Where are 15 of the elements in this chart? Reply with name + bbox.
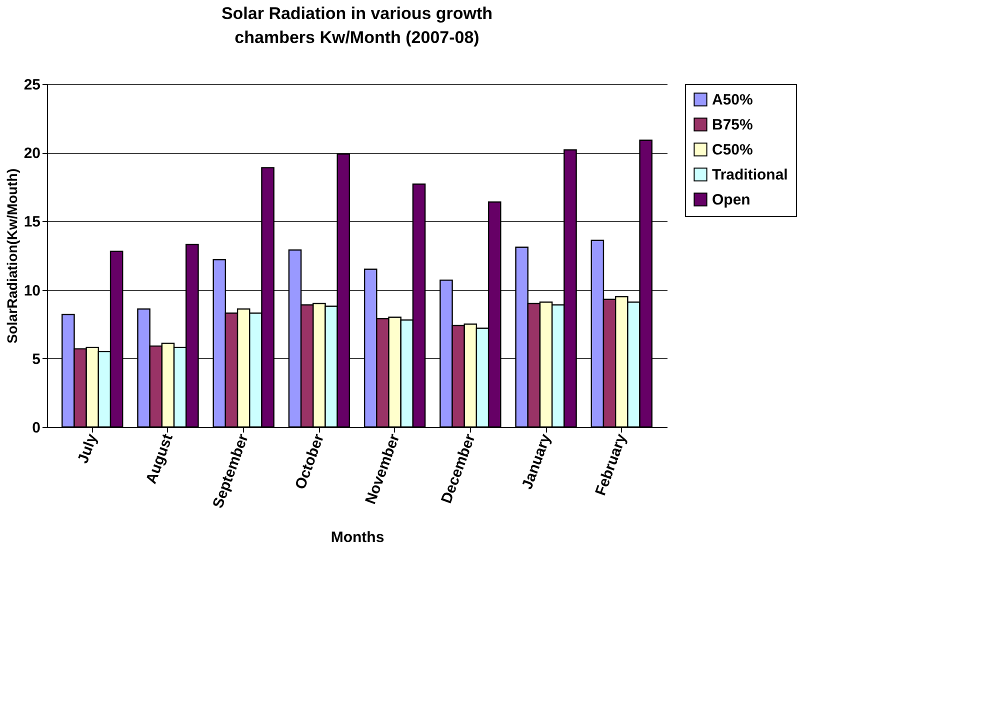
legend-label: A50% [712,92,753,108]
y-tick-label: 20 [24,145,40,162]
x-axis-title: Months [330,529,384,546]
x-tick-label: July [74,431,102,466]
y-tick-label: 15 [24,214,40,231]
y-tick-label: 25 [24,76,40,94]
y-tick-label: 0 [32,420,40,436]
y-tick-label: 10 [24,282,40,300]
legend-label: Traditional [712,166,788,184]
legend-label: B75% [712,116,753,134]
y-tick-label: 5 [32,350,40,368]
legend-label: Open [712,192,750,208]
chart-title: Solar Radiation in various growth chambers Kw/Month (2007-08) [221,4,493,47]
y-axis-title: SolarRadiation(Kw/Mouth) [4,168,20,344]
legend-label: C50% [712,142,753,158]
